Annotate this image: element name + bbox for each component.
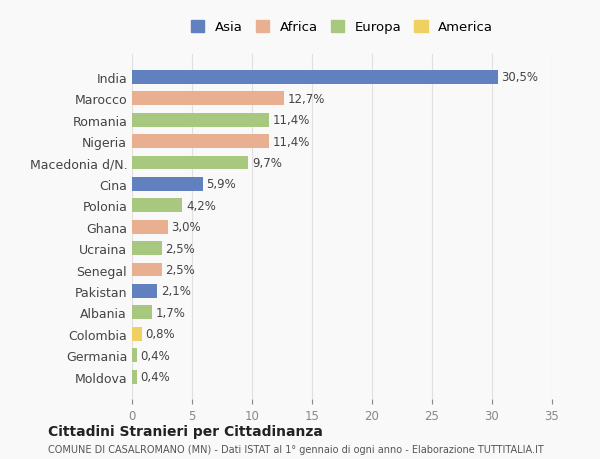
Bar (132, 113, 269, 127)
Bar (132, 306, 152, 319)
Text: 3,0%: 3,0% (172, 221, 201, 234)
Bar (132, 156, 248, 170)
Text: 11,4%: 11,4% (272, 114, 310, 127)
Bar (132, 135, 269, 149)
Bar (132, 348, 137, 362)
Text: COMUNE DI CASALROMANO (MN) - Dati ISTAT al 1° gennaio di ogni anno - Elaborazion: COMUNE DI CASALROMANO (MN) - Dati ISTAT … (48, 444, 544, 454)
Bar (132, 327, 142, 341)
Bar (132, 178, 203, 191)
Text: 2,5%: 2,5% (166, 242, 196, 255)
Text: 30,5%: 30,5% (502, 71, 539, 84)
Text: 1,7%: 1,7% (156, 306, 186, 319)
Text: 9,7%: 9,7% (252, 157, 282, 170)
Bar (132, 241, 162, 256)
Bar (132, 263, 162, 277)
Text: 11,4%: 11,4% (272, 135, 310, 148)
Text: 12,7%: 12,7% (288, 93, 325, 106)
Text: 4,2%: 4,2% (186, 199, 216, 213)
Text: 0,4%: 0,4% (140, 370, 170, 383)
Bar (132, 71, 498, 84)
Legend: Asia, Africa, Europa, America: Asia, Africa, Europa, America (187, 17, 497, 38)
Text: 2,1%: 2,1% (161, 285, 191, 298)
Text: 5,9%: 5,9% (206, 178, 236, 191)
Bar (132, 92, 284, 106)
Text: Cittadini Stranieri per Cittadinanza: Cittadini Stranieri per Cittadinanza (48, 425, 323, 438)
Bar (132, 199, 182, 213)
Text: 2,5%: 2,5% (166, 263, 196, 276)
Text: 0,4%: 0,4% (140, 349, 170, 362)
Bar (132, 220, 168, 234)
Bar (132, 284, 157, 298)
Bar (132, 370, 137, 384)
Text: 0,8%: 0,8% (145, 328, 175, 341)
